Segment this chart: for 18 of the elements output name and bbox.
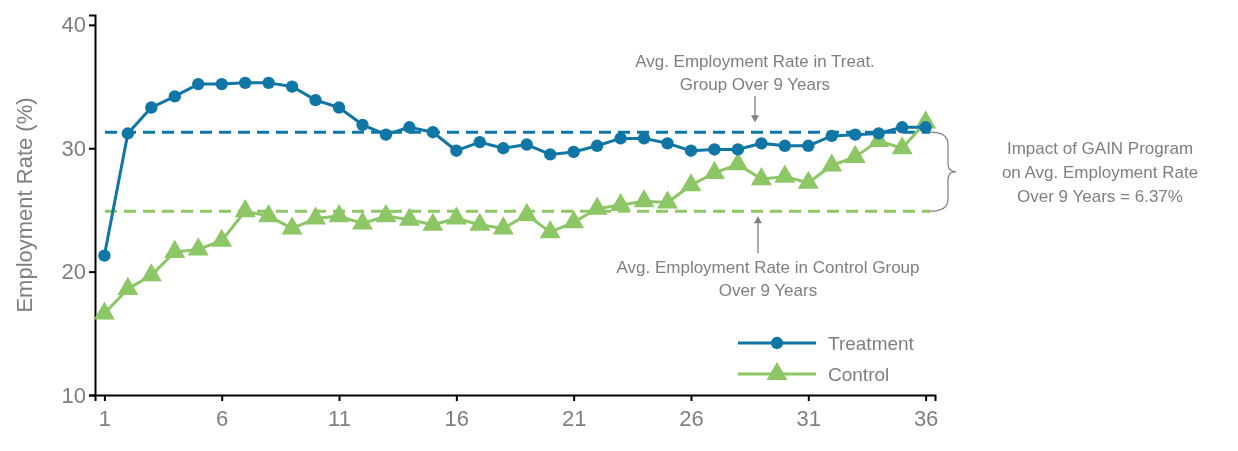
y-tick-label: 30 <box>61 135 86 161</box>
x-tick-label: 6 <box>216 406 229 431</box>
y-axis-title: Employment Rate (%) <box>12 97 37 313</box>
legend-label: Treatment <box>828 333 915 354</box>
text: Impact of GAIN Program on Avg. Employment Rate Over 9 Years = 6.37% <box>1001 138 1199 206</box>
x-tick-label: 21 <box>561 406 587 431</box>
x-tick-label: 1 <box>98 406 112 431</box>
ref-line-label: Avg. Employment Rate in Treat. Group Over 9 Years <box>635 52 875 95</box>
x-tick-label: 16 <box>444 406 470 431</box>
ref-line-label: Avg. Employment Rate in Control Group Over 9 Years <box>616 258 920 301</box>
legend-label: Control <box>828 364 890 385</box>
x-tick-label: 36 <box>913 406 939 431</box>
x-tick-label: 26 <box>679 406 704 431</box>
y-tick-label: 10 <box>61 382 86 408</box>
x-tick-label: 11 <box>328 406 351 431</box>
y-tick-label: 20 <box>61 259 86 285</box>
x-tick-label: 31 <box>796 406 822 431</box>
y-tick-label: 40 <box>61 12 86 38</box>
